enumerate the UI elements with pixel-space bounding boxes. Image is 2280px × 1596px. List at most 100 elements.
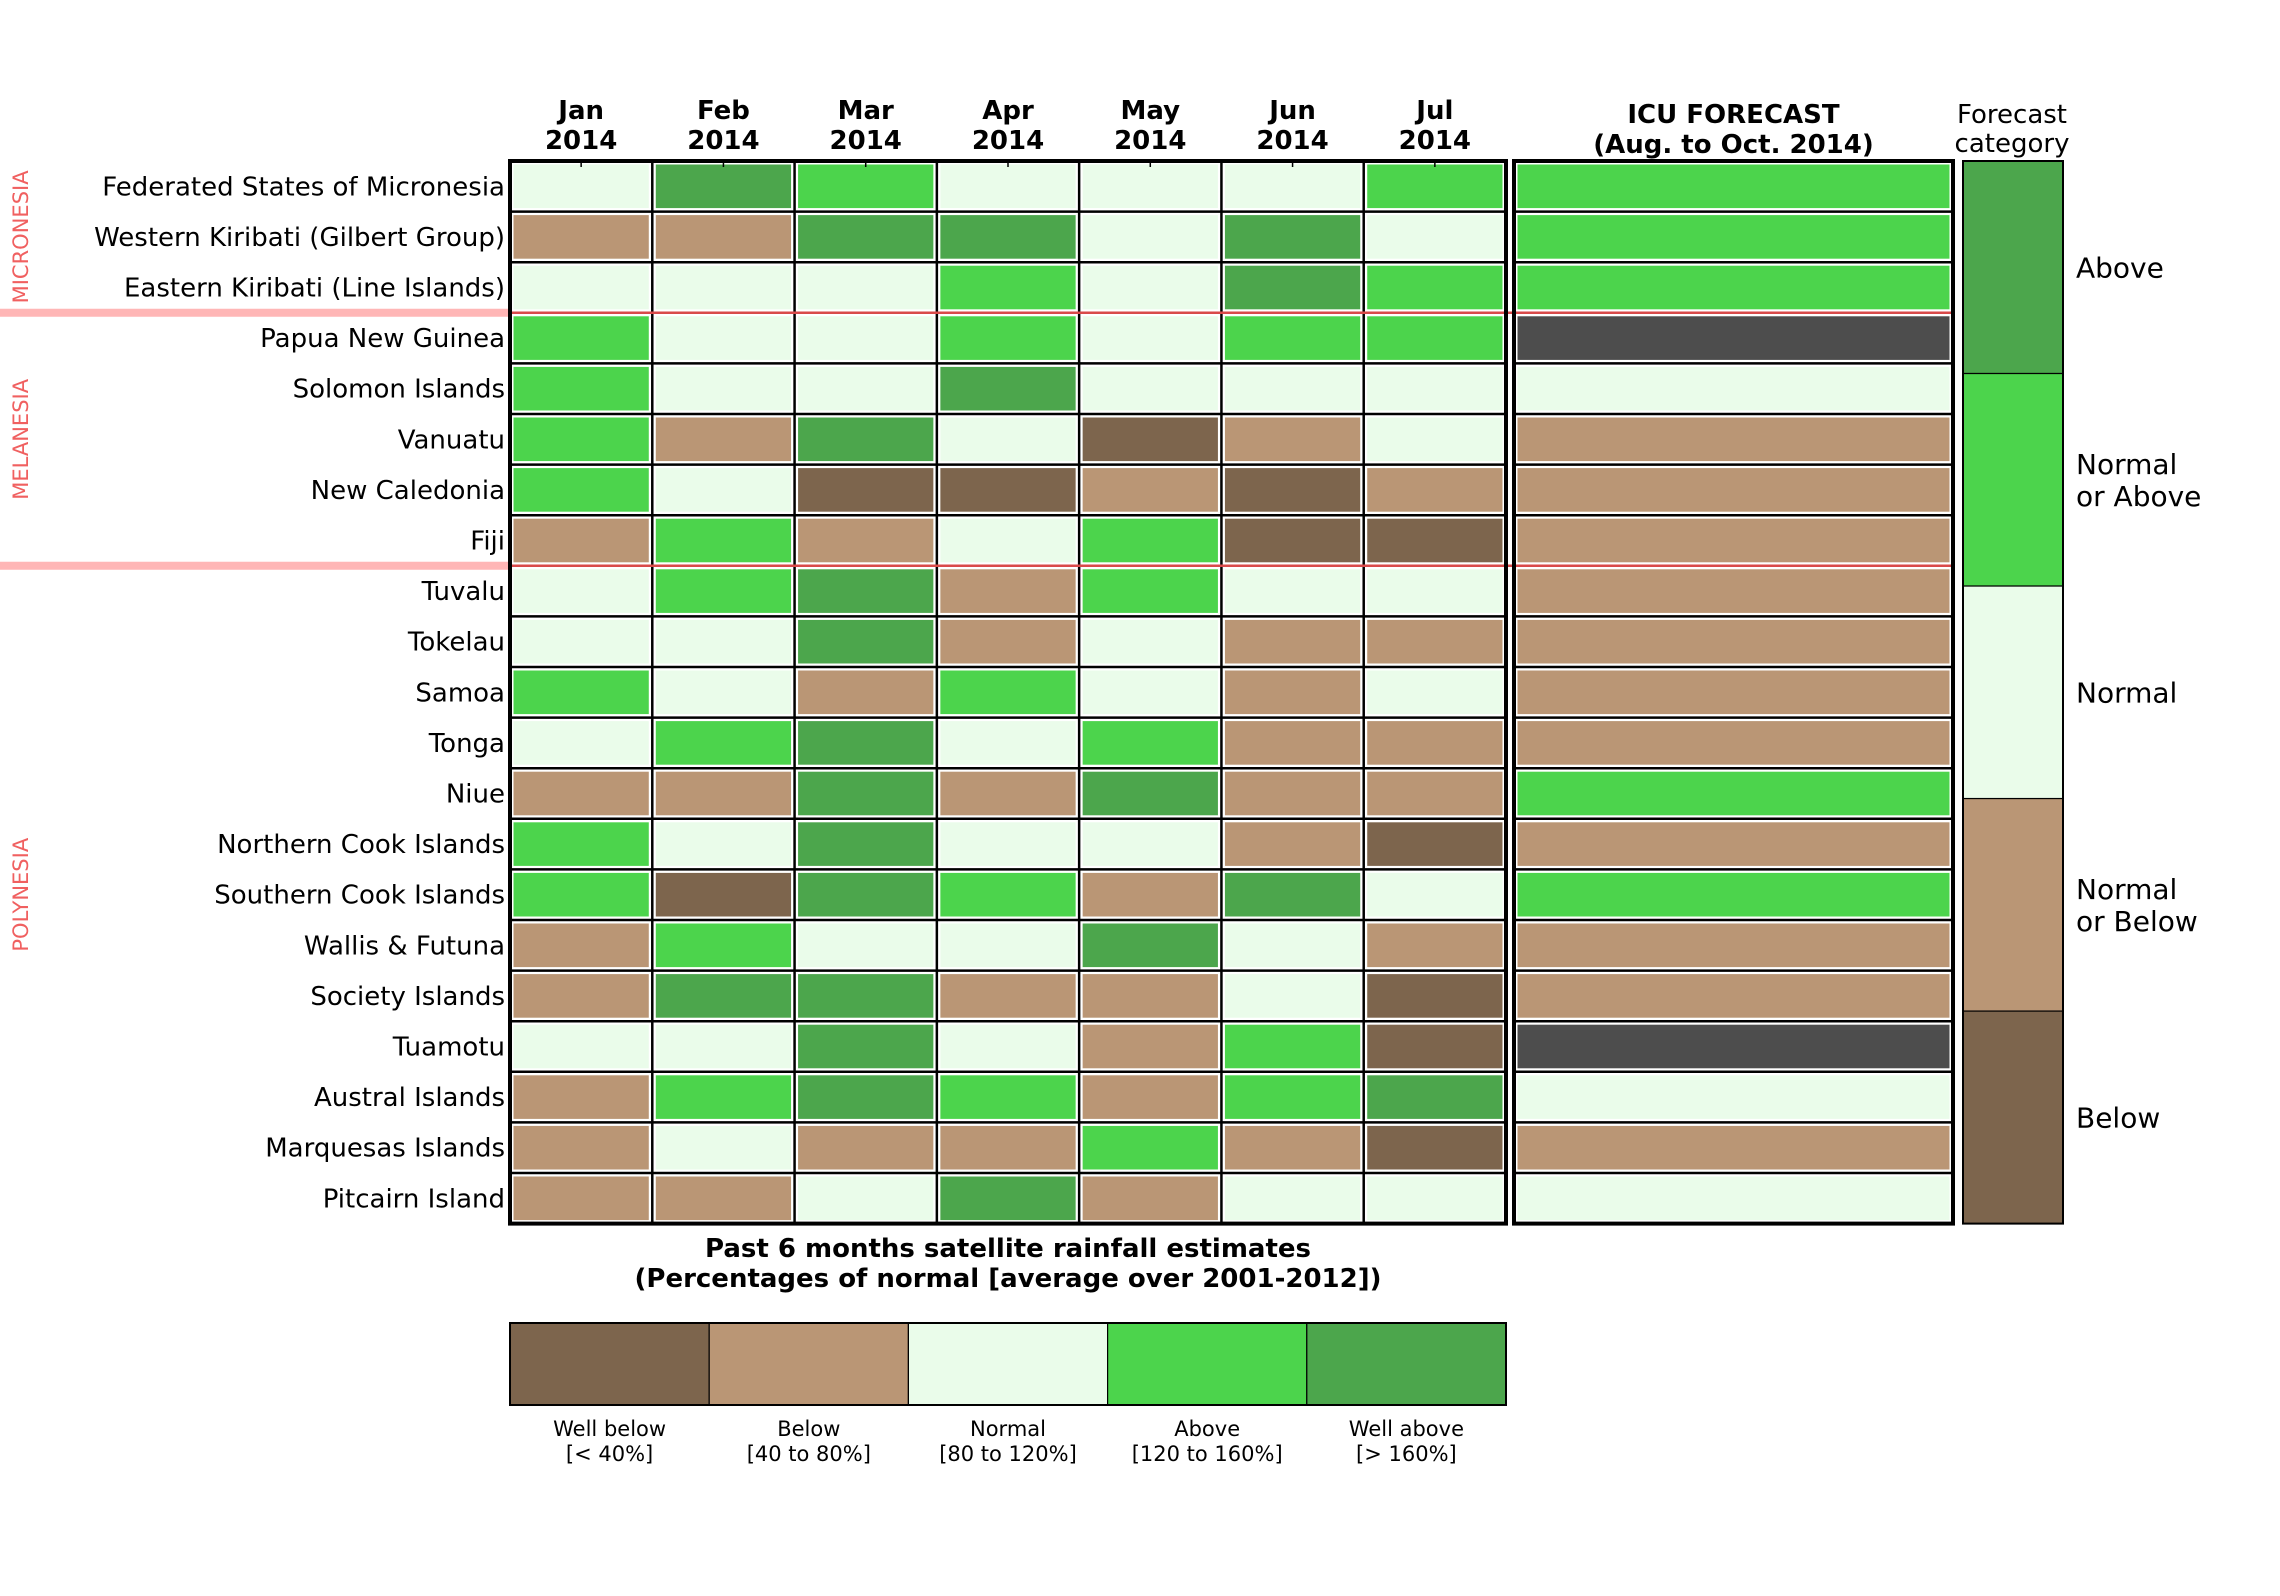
rainfall-cell	[940, 265, 1076, 310]
rainfall-cell	[1367, 164, 1503, 209]
rainfall-cell	[655, 1024, 792, 1069]
legend-border	[509, 1322, 1507, 1406]
region-label: MICRONESIA	[9, 170, 33, 304]
rainfall-cell	[1224, 721, 1361, 765]
forecast-cell	[1517, 417, 1950, 462]
row-label: Northern Cook Islands	[217, 830, 505, 860]
rainfall-cell	[1082, 771, 1218, 816]
forecast-category-label: Normal	[2076, 873, 2177, 906]
rainfall-cell	[1224, 974, 1361, 1018]
legend-swatch	[1306, 1322, 1507, 1406]
rainfall-cell	[1082, 923, 1218, 968]
rainfall-cell	[798, 619, 934, 664]
rainfall-cell	[798, 569, 934, 613]
rainfall-cell	[655, 417, 792, 462]
row-label: Western Kiribati (Gilbert Group)	[94, 223, 505, 253]
rainfall-cell	[513, 923, 649, 968]
rainfall-cell	[940, 1024, 1076, 1069]
rainfall-cell	[1367, 974, 1503, 1018]
rainfall-cell	[655, 619, 792, 664]
rainfall-cell	[513, 215, 649, 259]
forecast-cell	[1517, 164, 1950, 209]
rainfall-cell	[1224, 569, 1361, 613]
forecast-cell	[1517, 721, 1950, 765]
forecast-category-label: Below	[2076, 1101, 2160, 1134]
rainfall-cell	[798, 1176, 934, 1221]
forecast-cell	[1517, 822, 1950, 866]
forecast-cell	[1517, 1024, 1950, 1069]
forecast-cell	[1517, 1176, 1950, 1221]
rainfall-cell	[940, 518, 1076, 563]
rainfall-cell	[940, 1125, 1076, 1170]
row-label: Solomon Islands	[293, 375, 505, 405]
rainfall-cell	[1082, 569, 1218, 613]
rainfall-cell	[513, 721, 649, 765]
rainfall-cell	[513, 619, 649, 664]
forecast-category-label: Above	[2076, 251, 2164, 284]
row-label: Eastern Kiribati (Line Islands)	[124, 274, 505, 304]
rainfall-cell	[798, 771, 934, 816]
rainfall-cell	[513, 1024, 649, 1069]
row-label: Pitcairn Island	[323, 1184, 505, 1214]
row-label: Austral Islands	[314, 1083, 505, 1113]
rainfall-cell	[798, 164, 934, 209]
forecast-cell	[1517, 316, 1950, 360]
rainfall-cell	[940, 1176, 1076, 1221]
row-label: Society Islands	[310, 982, 505, 1012]
forecast-border	[1512, 159, 1955, 1226]
month-header-label: Jan	[556, 96, 604, 126]
rainfall-cell	[1367, 265, 1503, 310]
rainfall-cell	[1367, 1125, 1503, 1170]
rainfall-cell	[1224, 1125, 1361, 1170]
forecast-category-label: or Below	[2076, 905, 2198, 938]
rainfall-cell	[940, 872, 1076, 917]
rainfall-cell	[1224, 822, 1361, 866]
forecast-title: ICU FORECAST	[1627, 100, 1839, 130]
forecast-cell	[1517, 1075, 1950, 1119]
month-header-label: Jul	[1414, 96, 1453, 126]
rainfall-cell	[798, 974, 934, 1018]
month-header-year: 2014	[830, 126, 902, 156]
month-header-label: May	[1120, 96, 1180, 126]
legend-range: [< 40%]	[566, 1442, 653, 1466]
rainfall-cell	[798, 417, 934, 462]
rainfall-cell	[655, 771, 792, 816]
rainfall-cell	[1224, 872, 1361, 917]
rainfall-cell	[1082, 974, 1218, 1018]
rainfall-cell	[655, 1075, 792, 1119]
forecast-cell	[1517, 265, 1950, 310]
forecast-cell	[1517, 569, 1950, 613]
rainfall-cell	[1082, 721, 1218, 765]
rainfall-cell	[1367, 872, 1503, 917]
rainfall-cell	[1224, 619, 1361, 664]
rainfall-cell	[655, 1125, 792, 1170]
row-label: Samoa	[415, 678, 505, 708]
rainfall-cell	[513, 518, 649, 563]
row-label: Tonga	[428, 729, 505, 759]
row-label: Tuamotu	[392, 1033, 505, 1063]
rainfall-cell	[1082, 417, 1218, 462]
rainfall-cell	[940, 619, 1076, 664]
forecast-cell	[1517, 366, 1950, 411]
row-label: Fiji	[470, 527, 505, 557]
row-label: Tokelau	[407, 628, 505, 658]
rainfall-cell	[798, 670, 934, 715]
forecast-category-swatch	[1962, 585, 2064, 800]
rainfall-cell	[1367, 721, 1503, 765]
rainfall-cell	[1367, 468, 1503, 512]
month-header-label: Apr	[982, 96, 1034, 126]
rainfall-cell	[655, 872, 792, 917]
month-header-year: 2014	[1256, 126, 1328, 156]
rainfall-cell	[513, 1125, 649, 1170]
legend-label: Below	[777, 1417, 840, 1441]
rainfall-cell	[940, 670, 1076, 715]
region-label: MELANESIA	[9, 378, 33, 499]
rainfall-cell	[1082, 366, 1218, 411]
rainfall-cell	[1082, 1024, 1218, 1069]
rainfall-cell	[513, 417, 649, 462]
rainfall-cell	[655, 670, 792, 715]
forecast-cell	[1517, 468, 1950, 512]
forecast-cell	[1517, 518, 1950, 563]
rainfall-cell	[655, 569, 792, 613]
